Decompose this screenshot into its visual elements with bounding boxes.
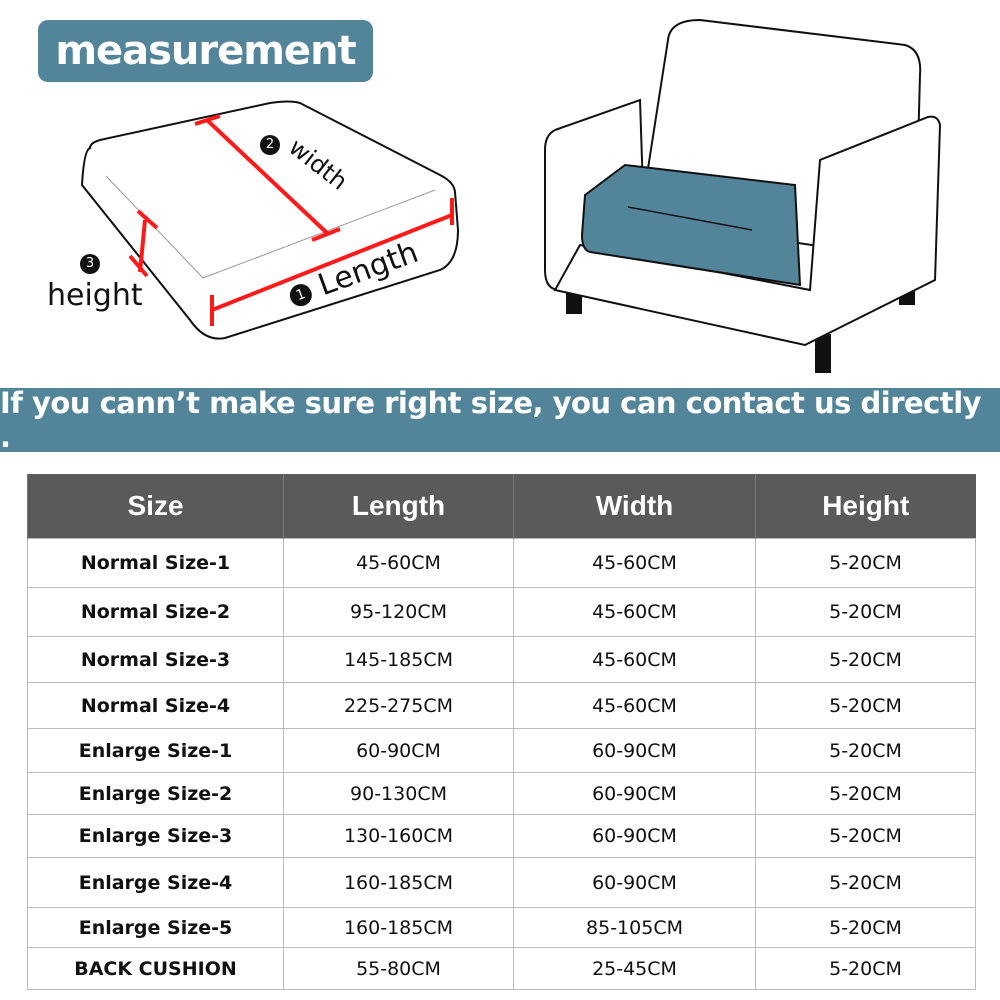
cell-width: 60-90CM xyxy=(513,814,756,858)
cell-height: 5-20CM xyxy=(755,636,976,683)
cell-length: 90-130CM xyxy=(283,772,514,815)
cell-height: 5-20CM xyxy=(755,538,976,588)
cell-size: Enlarge Size-2 xyxy=(27,772,284,815)
cell-width: 45-60CM xyxy=(513,682,756,729)
cell-size: Normal Size-1 xyxy=(27,538,284,588)
cell-length: 160-185CM xyxy=(283,907,514,948)
height-label: height xyxy=(47,278,143,313)
height-number-badge: 3 xyxy=(80,254,100,274)
cell-height: 5-20CM xyxy=(755,907,976,948)
cell-length: 60-90CM xyxy=(283,728,514,773)
cell-size: Enlarge Size-5 xyxy=(27,907,284,948)
cell-size: Normal Size-2 xyxy=(27,587,284,637)
cell-height: 5-20CM xyxy=(755,814,976,858)
cell-height: 5-20CM xyxy=(755,857,976,908)
cell-size: BACK CUSHION xyxy=(27,947,284,990)
cell-size: Enlarge Size-3 xyxy=(27,814,284,858)
cell-width: 60-90CM xyxy=(513,857,756,908)
table-row: Normal Size-2 95-120CM 45-60CM 5-20CM xyxy=(27,587,976,637)
cell-length: 160-185CM xyxy=(283,857,514,908)
cell-width: 60-90CM xyxy=(513,728,756,773)
cell-size: Normal Size-3 xyxy=(27,636,284,683)
cell-size: Normal Size-4 xyxy=(27,682,284,729)
table-row: Normal Size-1 45-60CM 45-60CM 5-20CM xyxy=(27,538,976,588)
cell-length: 55-80CM xyxy=(283,947,514,990)
cell-length: 225-275CM xyxy=(283,682,514,729)
chair-drawing xyxy=(544,18,942,373)
header-width: Width xyxy=(513,474,756,539)
cell-size: Enlarge Size-4 xyxy=(27,857,284,908)
cell-width: 45-60CM xyxy=(513,538,756,588)
cell-height: 5-20CM xyxy=(755,587,976,637)
table-row: Enlarge Size-3 130-160CM 60-90CM 5-20CM xyxy=(27,814,976,858)
table-header-row: Size Length Width Height xyxy=(27,474,976,539)
cell-width: 60-90CM xyxy=(513,772,756,815)
header-size: Size xyxy=(27,474,284,539)
cushion-drawing xyxy=(80,100,460,340)
cell-length: 45-60CM xyxy=(283,538,514,588)
cell-height: 5-20CM xyxy=(755,682,976,729)
table-row: BACK CUSHION 55-80CM 25-45CM 5-20CM xyxy=(27,947,976,990)
cell-length: 145-185CM xyxy=(283,636,514,683)
header-height: Height xyxy=(755,474,976,539)
table-row: Enlarge Size-4 160-185CM 60-90CM 5-20CM xyxy=(27,857,976,908)
cell-size: Enlarge Size-1 xyxy=(27,728,284,773)
table-row: Normal Size-3 145-185CM 45-60CM 5-20CM xyxy=(27,636,976,683)
size-table: Size Length Width Height Normal Size-1 45… xyxy=(27,474,976,990)
contact-banner: If you cann’t make sure right size, you … xyxy=(0,386,1000,454)
measurement-title: measurement xyxy=(38,20,373,82)
cell-width: 45-60CM xyxy=(513,587,756,637)
measure-lines xyxy=(128,114,454,326)
table-row: Enlarge Size-5 160-185CM 85-105CM 5-20CM xyxy=(27,907,976,948)
cell-height: 5-20CM xyxy=(755,772,976,815)
cell-height: 5-20CM xyxy=(755,728,976,773)
cell-width: 85-105CM xyxy=(513,907,756,948)
measurement-illustration xyxy=(80,18,942,373)
table-row: Enlarge Size-1 60-90CM 60-90CM 5-20CM xyxy=(27,728,976,773)
table-row: Enlarge Size-2 90-130CM 60-90CM 5-20CM xyxy=(27,772,976,815)
cell-height: 5-20CM xyxy=(755,947,976,990)
width-label-group: 2 width xyxy=(260,130,358,196)
cell-width: 45-60CM xyxy=(513,636,756,683)
table-row: Normal Size-4 225-275CM 45-60CM 5-20CM xyxy=(27,682,976,729)
header-length: Length xyxy=(283,474,514,539)
cell-width: 25-45CM xyxy=(513,947,756,990)
cell-length: 95-120CM xyxy=(283,587,514,637)
width-number-badge: 2 xyxy=(260,135,280,155)
cell-length: 130-160CM xyxy=(283,814,514,858)
